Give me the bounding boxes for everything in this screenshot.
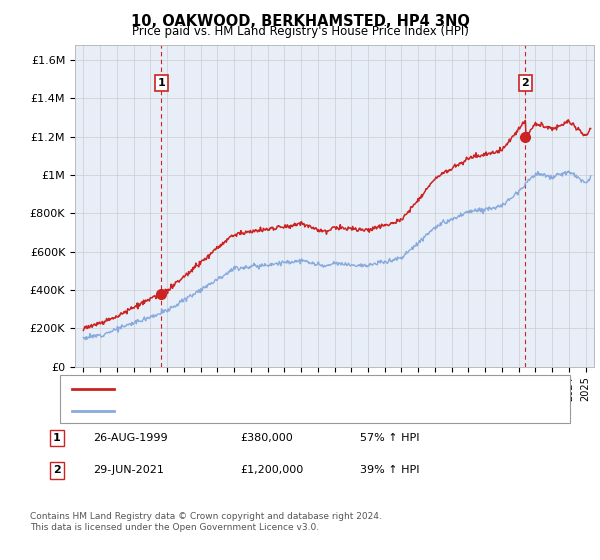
Text: £380,000: £380,000 <box>240 433 293 443</box>
Text: 57% ↑ HPI: 57% ↑ HPI <box>360 433 419 443</box>
Text: 1: 1 <box>53 433 61 443</box>
Text: 10, OAKWOOD, BERKHAMSTED, HP4 3NQ: 10, OAKWOOD, BERKHAMSTED, HP4 3NQ <box>131 14 469 29</box>
Text: 39% ↑ HPI: 39% ↑ HPI <box>360 465 419 475</box>
Text: 1: 1 <box>157 78 165 88</box>
Text: 2: 2 <box>521 78 529 88</box>
Text: 26-AUG-1999: 26-AUG-1999 <box>93 433 167 443</box>
Text: £1,200,000: £1,200,000 <box>240 465 303 475</box>
Text: Price paid vs. HM Land Registry's House Price Index (HPI): Price paid vs. HM Land Registry's House … <box>131 25 469 38</box>
Text: 29-JUN-2021: 29-JUN-2021 <box>93 465 164 475</box>
Text: 2: 2 <box>53 465 61 475</box>
Text: HPI: Average price, detached house, Dacorum: HPI: Average price, detached house, Daco… <box>120 406 361 416</box>
Text: Contains HM Land Registry data © Crown copyright and database right 2024.
This d: Contains HM Land Registry data © Crown c… <box>30 512 382 532</box>
Text: 10, OAKWOOD, BERKHAMSTED, HP4 3NQ (detached house): 10, OAKWOOD, BERKHAMSTED, HP4 3NQ (detac… <box>120 384 430 394</box>
